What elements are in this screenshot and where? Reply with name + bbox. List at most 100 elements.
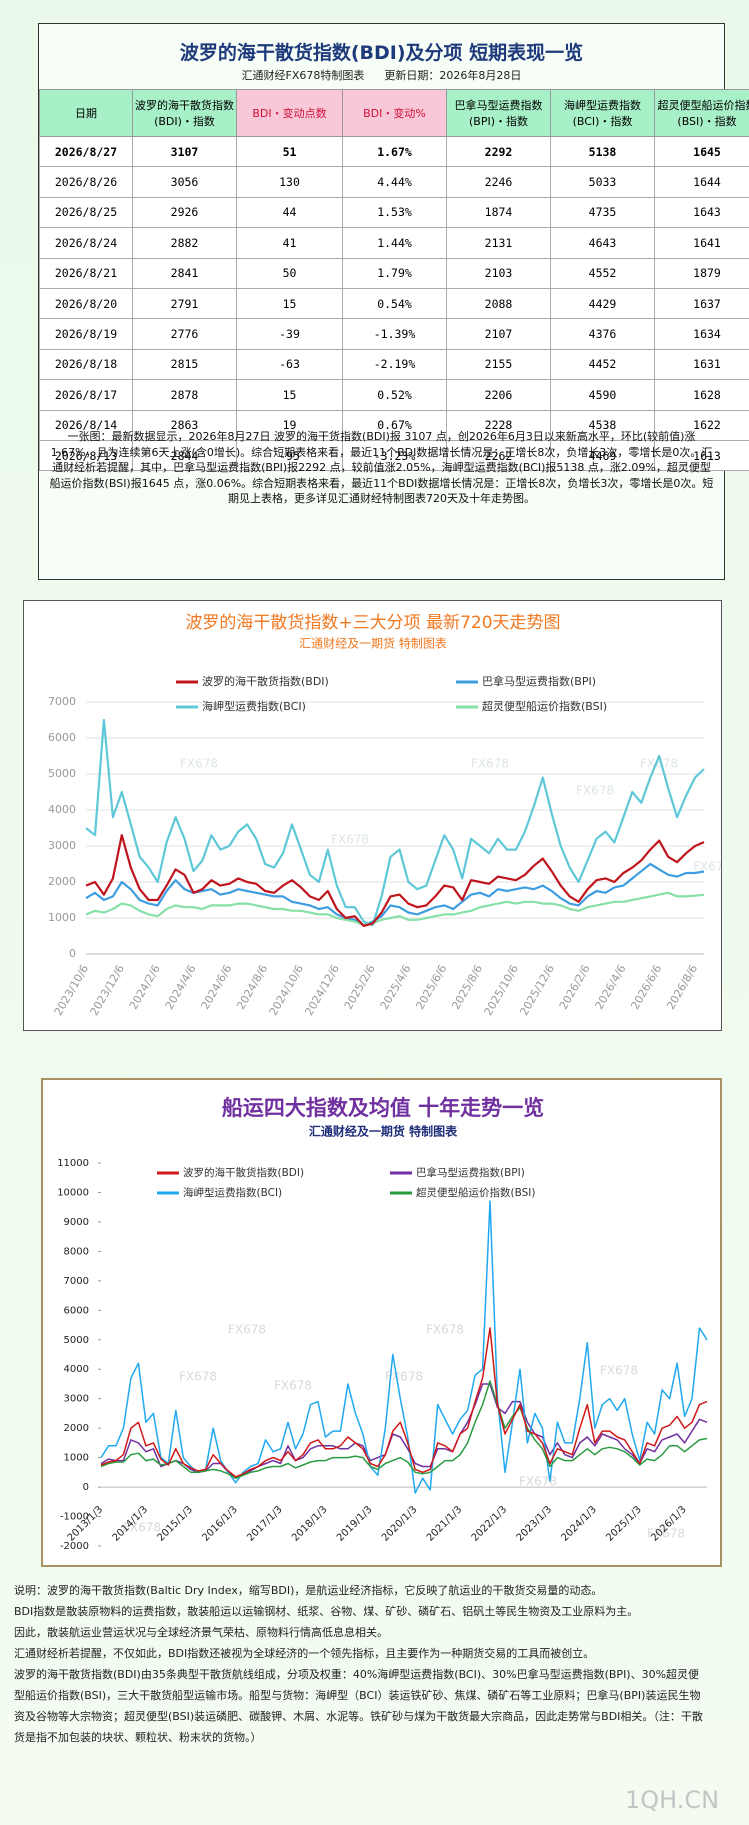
note-line: 因此，散装航运业营运状况与全球经济景气荣枯、原物料行情高低息息相关。 (14, 1626, 388, 1639)
table-row: 2026/8/20 2791 15 0.54% 2088 4429 1637 (39, 287, 749, 320)
site-watermark: 1QH.CN (625, 1786, 720, 1814)
table-cell: -3.23% (342, 439, 447, 472)
table-cell: 1628 (654, 379, 749, 411)
table-cell: 2026/8/18 (39, 348, 133, 381)
table-cell: 2776 (132, 318, 237, 350)
table-row: 2026/8/27 3107 51 1.67% 2292 5138 1645 (39, 135, 749, 168)
y-tick-label: 8000 (64, 1246, 89, 1257)
series-line (100, 1380, 708, 1479)
summary: 一张图：最新数据显示，2026年8月27日 波罗的海干货指数(BDI)报 310… (49, 430, 714, 505)
y-tick-label: -2000 (60, 1541, 89, 1552)
x-tick-label: 2024/2/6 (127, 963, 163, 1012)
update-date: 更新日期：2026年8月28日 (384, 69, 522, 82)
table-panel: 波罗的海干散货指数(BDI)及分项 短期表现一览 汇通财经FX678特制图表 更新… (38, 23, 749, 580)
x-tick-label: 2013/1/3 (66, 1504, 106, 1544)
x-tick-label: 2026/6/6 (628, 963, 664, 1012)
y-tick-label: 1000 (48, 911, 76, 924)
table-cell: 2026/8/19 (39, 318, 133, 350)
table-cell: 4.44% (342, 166, 447, 198)
x-tick-label: 2019/1/3 (335, 1504, 375, 1544)
table-cell: 4376 (550, 318, 655, 350)
watermark: FX678 (385, 1370, 423, 1384)
table-cell: 2791 (132, 287, 237, 320)
table-cell: 4452 (550, 348, 655, 381)
table-row: 2026/8/17 2878 15 0.52% 2206 4590 1628 (39, 379, 749, 411)
watermark: FX678 (600, 1364, 638, 1378)
legend-label: 超灵便型船运价指数(BSI) (482, 699, 607, 713)
table-cell: 2841 (132, 257, 237, 289)
x-tick-label: 2024/8/6 (234, 963, 270, 1012)
series-line (100, 1327, 708, 1478)
y-tick-label: -1000 (60, 1512, 89, 1523)
table-cell: 51 (236, 135, 343, 168)
y-tick-label: 2000 (48, 875, 76, 888)
table-cell: 44 (236, 196, 343, 229)
table-cell: 2815 (132, 348, 237, 381)
table-row: 2026/8/14 2863 19 0.67% 2228 4538 1622 (39, 409, 749, 441)
watermark: FX678 (471, 757, 509, 771)
watermark: FX678 (576, 784, 614, 798)
table-cell: 1644 (654, 166, 749, 198)
chart-subtitle: 汇通财经及一期货 特制图表 (309, 1124, 458, 1139)
chart-title: 船运四大指数及均值 十年走势一览 (222, 1096, 544, 1120)
y-tick-label: 9000 (64, 1217, 89, 1228)
table-cell: 1622 (654, 409, 749, 441)
table-cell: 2026/8/27 (39, 135, 133, 168)
y-tick-label: 0 (83, 1482, 89, 1493)
table-cell: 2088 (446, 287, 551, 320)
table-cell: 15 (236, 379, 343, 411)
table-cell: 2026/8/21 (39, 257, 133, 289)
y-tick-label: 0 (69, 947, 76, 960)
table-cell: 1.67% (342, 135, 447, 168)
table-row: 2026/8/18 2815 -63 -2.19% 2155 4452 1631 (39, 348, 749, 381)
table-row: 2026/8/25 2926 44 1.53% 1874 4735 1643 (39, 196, 749, 229)
x-tick-label: 2025/6/6 (413, 963, 449, 1012)
x-tick-label: 2022/1/3 (470, 1504, 510, 1544)
table-cell: 2026/8/24 (39, 227, 133, 259)
y-tick-label: 4000 (48, 803, 76, 816)
y-tick-label: 1000 (64, 1453, 89, 1464)
table-row: 2026/8/21 2841 50 1.79% 2103 4552 1879 (39, 257, 749, 289)
table-cell: 1613 (654, 439, 749, 472)
table-cell: 1634 (654, 318, 749, 350)
y-tick-label: 5000 (48, 767, 76, 780)
column-header: BDI・变动% (342, 89, 447, 137)
x-tick-label: 2020/1/3 (380, 1504, 420, 1544)
table-cell: 2026/8/25 (39, 196, 133, 229)
table-cell: 15 (236, 287, 343, 320)
watermark: FX678 (693, 860, 722, 874)
table-cell: 2026/8/17 (39, 379, 133, 411)
table-cell: 0.52% (342, 379, 447, 411)
table-cell: 2103 (446, 257, 551, 289)
table-cell: 4538 (550, 409, 655, 441)
table-cell: 2026/8/20 (39, 287, 133, 320)
y-tick-label: 7000 (48, 695, 76, 708)
source: 汇通财经FX678特制图表 (241, 69, 365, 82)
table-cell: 41 (236, 227, 343, 259)
x-tick-label: 2025/4/6 (378, 963, 414, 1012)
series-line (85, 891, 705, 927)
table-cell: 50 (236, 257, 343, 289)
table-cell: 2262 (446, 439, 551, 472)
chart-10y: 船运四大指数及均值 十年走势一览 汇通财经及一期货 特制图表 FX678 FX67… (41, 1078, 722, 1567)
chart-subtitle: 汇通财经及一期货 特制图表 (299, 636, 447, 651)
y-tick-label: 3000 (64, 1394, 89, 1405)
table-cell: 4590 (550, 379, 655, 411)
table-cell: 2292 (446, 135, 551, 168)
table-cell: 4735 (550, 196, 655, 229)
y-tick-label: 11000 (57, 1158, 89, 1169)
legend-label: 波罗的海干散货指数(BDI) (202, 674, 329, 688)
legend-label: 巴拿马型运费指数(BPI) (416, 1166, 525, 1179)
table-cell: 2026/8/13 (39, 439, 133, 472)
watermark: FX678 (179, 1370, 217, 1384)
table-cell: 1637 (654, 287, 749, 320)
table-cell: 1641 (654, 227, 749, 259)
table-cell: 2878 (132, 379, 237, 411)
x-tick-label: 2025/2/6 (342, 963, 378, 1012)
x-tick-label: 2026/4/6 (593, 963, 629, 1012)
table-row: 2026/8/13 2844 -95 -3.23% 2262 4469 1613 (39, 439, 749, 472)
x-tick-label: 2023/12/6 (88, 963, 127, 1018)
table-cell: 2246 (446, 166, 551, 198)
table-cell: 2206 (446, 379, 551, 411)
table-cell: 0.54% (342, 287, 447, 320)
